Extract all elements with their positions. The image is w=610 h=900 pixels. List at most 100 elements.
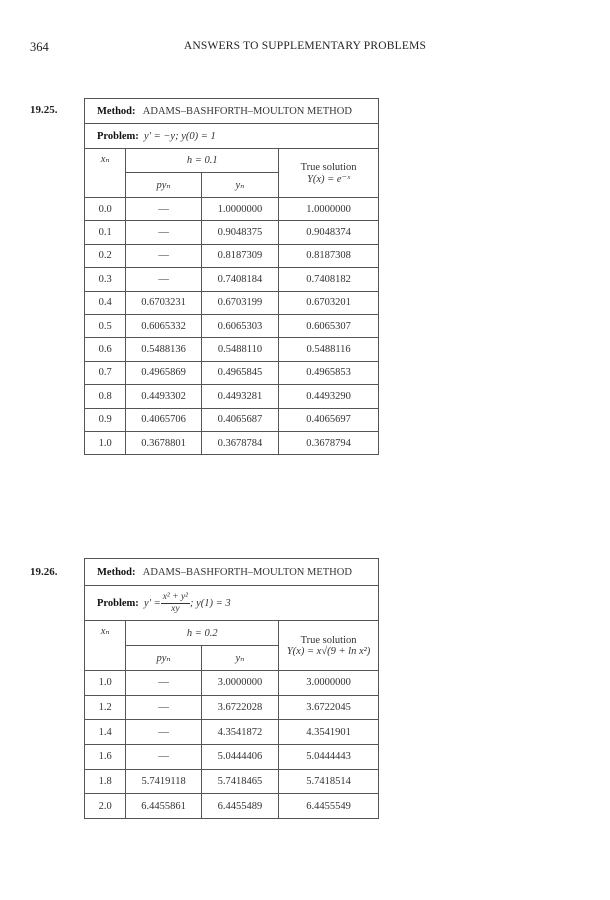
true-value-cell: 3.0000000 [278, 670, 379, 696]
x-cell: 1.8 [83, 768, 127, 795]
equation: y′ = −y; y(0) = 1 [144, 130, 216, 142]
table-row: 0.8 0.4493302 0.4493281 0.4493290 [83, 384, 379, 409]
y-cell: 0.5488110 [200, 337, 280, 362]
x-cell: 0.3 [83, 267, 127, 292]
true-value-cell: 5.0444443 [278, 744, 379, 770]
py-cell: — [125, 744, 202, 770]
header-py: pyₙ [125, 645, 202, 671]
equation-rhs: ; y(1) = 3 [190, 597, 231, 609]
x-cell: 0.9 [83, 407, 127, 432]
py-cell: — [125, 196, 202, 222]
py-cell: — [125, 670, 202, 696]
table-row: 2.0 6.4455861 6.4455489 6.4455549 [83, 793, 379, 820]
py-cell: — [125, 220, 202, 245]
table-row: 1.0 0.3678801 0.3678784 0.3678794 [83, 430, 379, 456]
table-row: 0.9 0.4065706 0.4065687 0.4065697 [83, 407, 379, 432]
x-cell: 2.0 [83, 793, 127, 820]
x-cell: 0.7 [83, 360, 127, 386]
y-cell: 4.3541872 [200, 719, 280, 746]
y-cell: 0.4065687 [200, 407, 280, 432]
problem-label-text: Problem: [97, 597, 139, 609]
y-cell: 0.6703199 [200, 290, 280, 315]
py-cell: — [125, 694, 202, 721]
py-cell: — [125, 243, 202, 269]
header-true-solution: True solution Y(x) = e⁻ˣ [278, 148, 379, 198]
true-value-cell: 1.0000000 [278, 196, 379, 222]
y-cell: 1.0000000 [200, 196, 280, 222]
true-value-cell: 0.8187308 [278, 243, 379, 269]
true-value-cell: 0.4065697 [278, 407, 379, 432]
x-cell: 0.1 [83, 220, 127, 245]
fraction-numerator: x² + y² [160, 591, 191, 604]
x-cell: 0.0 [83, 196, 127, 222]
x-cell: 0.2 [83, 243, 127, 269]
table-row: 1.4—4.3541872 4.3541901 [83, 719, 379, 746]
header-y: yₙ [200, 645, 280, 671]
method-row: Method: ADAMS–BASHFORTH–MOULTON METHOD [84, 98, 379, 124]
method-name: ADAMS–BASHFORTH–MOULTON METHOD [142, 566, 352, 578]
true-value-cell: 0.6703201 [278, 290, 379, 315]
table-row: 0.4 0.6703231 0.6703199 0.6703201 [83, 290, 379, 315]
py-cell: 6.4455861 [125, 793, 202, 820]
problem-row: Problem: y′ = −y; y(0) = 1 [84, 123, 379, 149]
true-value-cell: 0.9048374 [278, 220, 379, 245]
true-value-cell: 0.4493290 [278, 384, 379, 409]
x-cell: 1.4 [83, 719, 127, 746]
x-cell: 1.0 [83, 670, 127, 696]
running-head: ANSWERS TO SUPPLEMENTARY PROBLEMS [183, 40, 427, 52]
true-value-cell: 3.6722045 [278, 694, 379, 721]
true-value-cell: 4.3541901 [278, 719, 379, 746]
py-cell: 0.6703231 [125, 290, 202, 315]
equation-fraction: x² + y² xy [160, 591, 191, 615]
table-row: 1.0—3.0000000 3.0000000 [83, 670, 379, 696]
x-cell: 0.5 [83, 313, 127, 339]
true-solution-label: True solution [300, 634, 357, 646]
y-cell: 5.7418465 [200, 768, 280, 795]
table-row: 0.7 0.4965869 0.4965845 0.4965853 [83, 360, 379, 386]
x-cell: 1.2 [83, 694, 127, 721]
y-cell: 3.6722028 [200, 694, 280, 721]
y-cell: 3.0000000 [200, 670, 280, 696]
table-row: 0.3—0.7408184 0.7408182 [83, 267, 379, 292]
py-cell: 0.4065706 [125, 407, 202, 432]
problem-label-text: Problem: [97, 130, 139, 142]
x-cell: 1.0 [83, 430, 127, 456]
x-cell: 0.8 [83, 384, 127, 409]
table-row: 1.8 5.7419118 5.7418465 5.7418514 [83, 768, 379, 795]
method-name: ADAMS–BASHFORTH–MOULTON METHOD [142, 105, 352, 117]
x-cell: 0.6 [83, 337, 127, 362]
method-label: Method: [97, 566, 136, 578]
fraction-denominator: xy [171, 603, 180, 614]
true-solution-formula: Y(x) = x√(9 + ln x²) [286, 645, 371, 657]
py-cell: 0.6065332 [125, 313, 202, 339]
header-step: h = 0.2 [125, 620, 280, 646]
x-cell: 0.4 [83, 290, 127, 315]
x-cell: 1.6 [83, 744, 127, 770]
py-cell: 5.7419118 [125, 768, 202, 795]
true-solution-label: True solution [300, 161, 357, 173]
y-cell: 0.7408184 [200, 267, 280, 292]
py-cell: — [125, 267, 202, 292]
py-cell: — [125, 719, 202, 746]
table-row: 0.1—0.9048375 0.9048374 [83, 220, 379, 245]
table-row: 0.5 0.6065332 0.6065303 0.6065307 [83, 313, 379, 339]
table-row: 0.2—0.8187309 0.8187308 [83, 243, 379, 269]
header-y: yₙ [200, 172, 280, 198]
results-table-19-25: Method: ADAMS–BASHFORTH–MOULTON METHOD P… [83, 98, 379, 456]
header-py: pyₙ [125, 172, 202, 198]
table-row: 0.6 0.5488136 0.5488110 0.5488116 [83, 337, 379, 362]
true-value-cell: 0.7408182 [278, 267, 379, 292]
table-row: 0.0—1.0000000 1.0000000 [83, 196, 379, 222]
header-step: h = 0.1 [125, 148, 280, 173]
true-value-cell: 5.7418514 [278, 768, 379, 795]
true-value-cell: 0.5488116 [278, 337, 379, 362]
header-x: xₙ [83, 620, 127, 671]
y-cell: 0.4965845 [200, 360, 280, 386]
y-cell: 0.6065303 [200, 313, 280, 339]
equation-lhs: y′ = [144, 597, 161, 609]
y-cell: 0.8187309 [200, 243, 280, 269]
py-cell: 0.5488136 [125, 337, 202, 362]
py-cell: 0.3678801 [125, 430, 202, 456]
true-solution-formula: Y(x) = e⁻ˣ [307, 173, 351, 185]
